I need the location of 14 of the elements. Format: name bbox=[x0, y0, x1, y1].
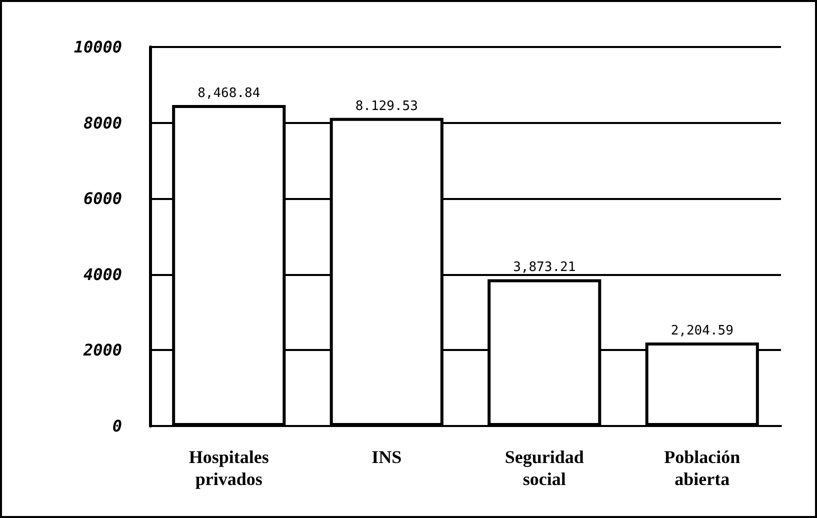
data-label: 2,204.59 bbox=[670, 323, 734, 338]
y-tick-label: 0 bbox=[112, 416, 122, 436]
y-tick-label: 2000 bbox=[82, 340, 122, 360]
data-label: 3,873.21 bbox=[513, 260, 576, 276]
x-tick-label: INS bbox=[372, 447, 402, 467]
data-label: 8,468.84 bbox=[198, 86, 260, 102]
y-tick-label: 6000 bbox=[83, 189, 122, 208]
x-tick-label: Seguridad social bbox=[504, 447, 584, 489]
x-tick-label: Hospitales privados bbox=[188, 447, 269, 489]
y-tick-label: 8000 bbox=[83, 113, 122, 132]
y-tick-label: 10000 bbox=[74, 38, 122, 56]
data-label: 8.129.53 bbox=[355, 98, 418, 114]
x-tick-label: Población abierta bbox=[664, 447, 740, 489]
y-tick-label: 4000 bbox=[83, 264, 122, 284]
